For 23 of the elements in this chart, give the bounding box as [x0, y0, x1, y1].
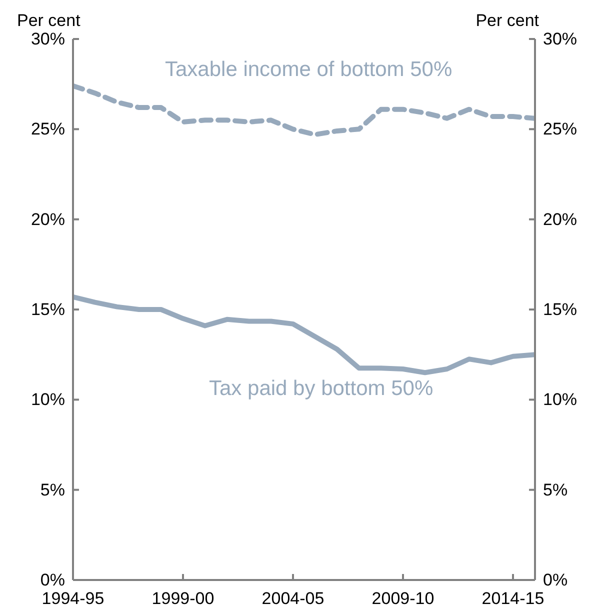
y-tick-label: 30% [30, 30, 65, 48]
x-tick-label: 1999-00 [152, 589, 214, 608]
y2-axis-title: Per cent [476, 11, 539, 31]
x-tick-label: 2009-10 [372, 589, 434, 608]
y2-tick-label: 15% [543, 300, 578, 319]
y-tick-label: 5% [40, 480, 65, 500]
y-tick-label: 15% [30, 300, 65, 319]
y-tick-label: 10% [30, 390, 65, 410]
y2-tick-label: 0% [543, 570, 568, 590]
y2-tick-label: 25% [543, 120, 578, 139]
y-tick-label: 0% [40, 570, 65, 590]
y-axis-title: Per cent [17, 11, 80, 31]
series-label: Taxable income of bottom 50% [165, 58, 452, 82]
x-tick-label: 2004-05 [262, 589, 324, 608]
y2-tick-label: 10% [543, 390, 578, 410]
y2-tick-label: 30% [543, 30, 578, 48]
x-tick-label: 2014-15 [482, 589, 544, 608]
y-tick-label: 25% [30, 120, 65, 139]
y-tick-label: 20% [30, 210, 65, 229]
y2-tick-label: 5% [543, 480, 568, 500]
series-label: Tax paid by bottom 50% [209, 377, 434, 402]
x-tick-label: 1994-95 [42, 589, 104, 608]
y2-tick-label: 20% [543, 210, 578, 229]
